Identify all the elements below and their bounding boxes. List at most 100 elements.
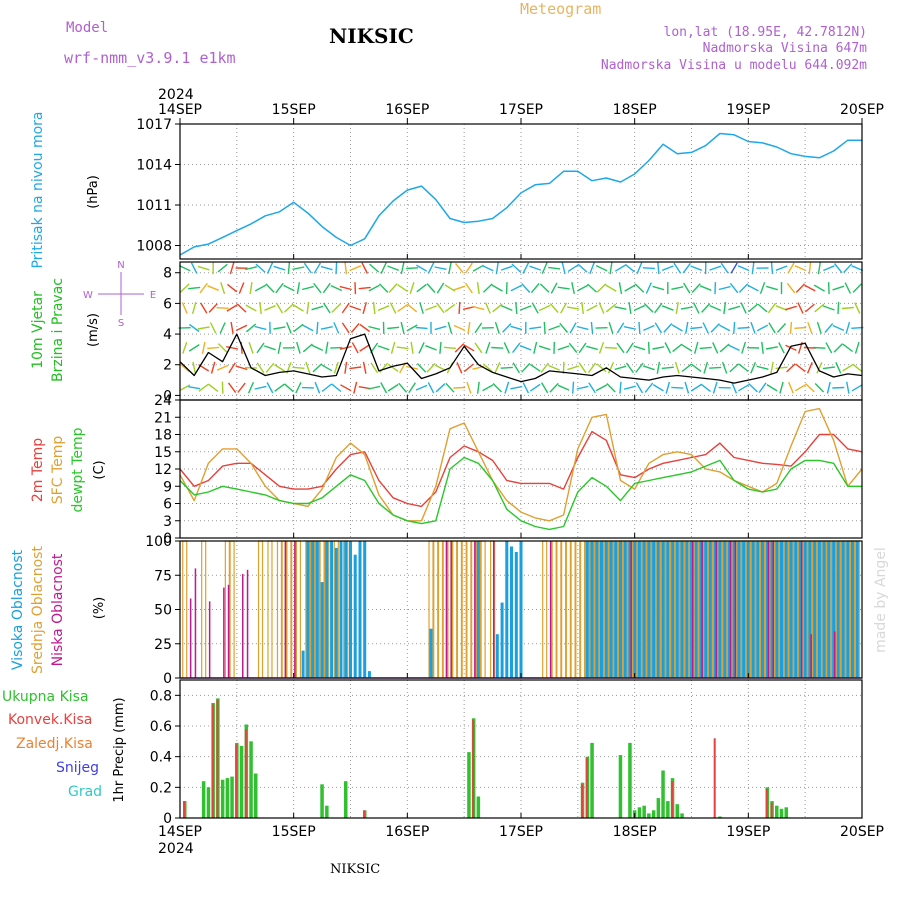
wind-arrow [548,325,561,331]
wind-arrow [313,282,322,294]
temperature-ytick-label: 18 [154,428,172,444]
cloud-high-bar [514,552,518,678]
date-label-bottom: 18SEP [613,824,657,840]
cloud-high-bar [713,541,717,678]
wind-arrow [785,344,797,352]
wind-arrow [236,303,247,313]
cloud-high-bar [690,541,693,678]
wind-arrow [237,382,246,393]
wind-arrow [301,285,314,291]
wind-arrow [436,282,445,294]
cloud-high-bar [642,541,646,678]
dewpt-line [179,456,862,531]
cloud-high-bar [737,541,741,678]
wind-arrow [188,323,200,333]
wind-arrow [794,265,807,272]
wind-arrow [349,366,362,370]
wind-arrow [380,262,387,274]
wind-arrow [775,366,788,370]
wind-arrow [823,265,835,272]
wind-arrow [529,383,541,392]
wind-ytick-label: 0 [163,388,172,404]
wind-arrow [851,326,864,329]
wind-arrow [472,264,484,272]
wind-arrow [540,382,549,394]
precip-ytick-label: 0.6 [150,719,172,735]
year-label-bottom: 2024 [158,841,194,857]
wind-arrow [448,262,452,275]
cloud-high-bar [363,541,367,678]
cloud-high-bar [344,541,348,678]
cloud-ylabel-mid: Srednja Oblacnost [30,546,46,674]
model-altitude: Nadmorska Visina u modelu 644.092m [600,58,867,73]
wind-arrow [529,265,542,271]
wind-arrow [238,282,245,294]
clouds-ytick-label: 100 [145,534,172,550]
cloud-high-bar [803,541,807,678]
wind-arrow [795,363,806,373]
temperature-ytick-label: 3 [163,514,172,530]
wind-arrow [415,326,428,330]
cloud-high-bar [595,541,599,678]
wind-arrow [235,324,248,332]
wind-arrow [657,262,660,275]
wind-arrow [529,326,542,330]
wind-arrow [255,263,266,273]
wind-arrow [529,363,541,372]
wind-arrow [463,363,474,373]
wind-arrow [216,307,229,309]
wind-arrow [652,285,665,291]
wind-arrow [685,321,689,334]
temperature-ytick-label: 6 [163,497,172,513]
wind-arrow [416,363,427,373]
wind-arrow [661,265,674,271]
wind-arrow [720,262,729,274]
wind-arrow [661,366,674,370]
cloud-high-bar [675,541,679,678]
wind-arrow [387,326,400,330]
cloud-high-bar [609,541,613,678]
cloud-low-bar [246,569,249,678]
wind-arrow [576,385,589,390]
wind-arrow [852,283,862,293]
wind-arrow [568,342,578,353]
wind-arrow [275,282,284,294]
wind-arrow [832,324,845,332]
wind-arrow [608,321,614,334]
cloud-high-bar [761,541,764,678]
wind-arrow [293,323,304,333]
wind-arrow [400,321,405,334]
wind-speed-line [179,333,863,384]
wind-arrow [275,302,284,314]
wind-arrow [350,322,360,333]
wind-arrow [540,362,549,373]
date-label-bottom: 14SEP [158,824,202,840]
date-label-top: 17SEP [499,102,543,118]
wind-arrow [519,305,532,311]
precip-convective-bar [765,788,768,818]
wind-arrow [415,384,428,391]
wind-arrow [690,326,703,330]
wind-arrow [539,283,550,293]
wind-arrow [439,341,442,354]
cloud-high-bar [851,541,854,678]
wind-arrow [644,303,654,313]
wind-arrow [605,284,617,292]
coordinates: lon,lat (18.95E, 42.7812N) [663,25,868,40]
wind-arrow [595,384,608,392]
wind-arrow [273,326,286,330]
wind-arrow [306,301,310,315]
wind-arrow [245,304,257,312]
wind-arrow [453,285,466,291]
legend-freezing-rain: Zaledj.Kisa [16,736,93,752]
wind-arrow [712,342,719,354]
wind-arrow [549,382,559,393]
cloud-high-bar [301,650,305,678]
compass-south: S [118,318,124,329]
precip-convective-bar [585,758,588,818]
wind-arrow [316,321,319,334]
wind-arrow [623,385,636,390]
precip-total-bar [249,741,253,818]
wind-arrow [322,282,331,294]
wind-arrow [654,322,663,334]
